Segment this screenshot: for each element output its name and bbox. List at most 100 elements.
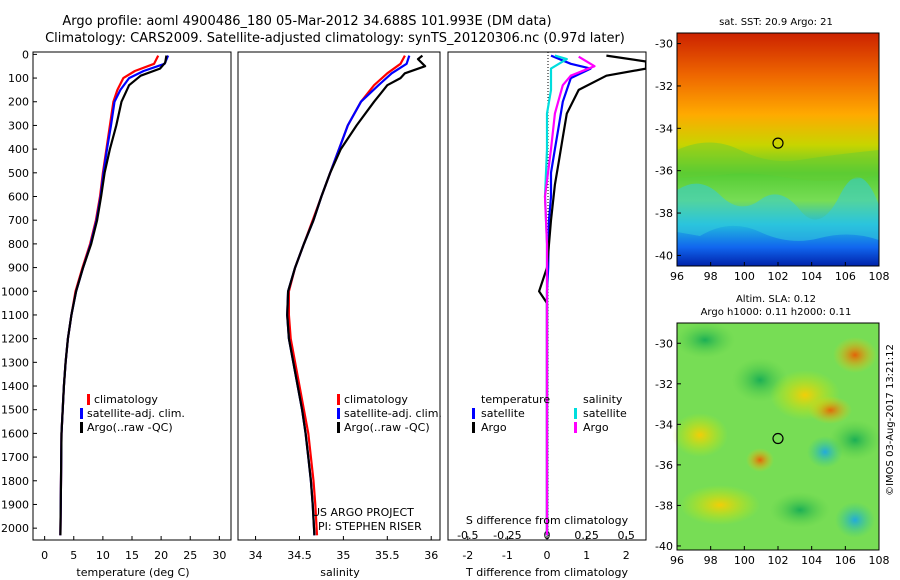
- temperature-panel: 0100200300400500600700800900100011001200…: [1, 48, 452, 579]
- x-tick-label: 15: [125, 549, 139, 562]
- sst-map: sat. SST: 20.9 Argo: 21 96 98 100 102 104 106…: [655, 17, 889, 283]
- x-tick-label: 0: [544, 549, 551, 562]
- depth-axis: 0 100 200 300 400 500 600 700 800 900 1000 1100 1200…: [1, 48, 452, 535]
- lon-tick-label: 96: [670, 554, 684, 567]
- x-tick-label: 1: [583, 549, 590, 562]
- x-top-tick-label: 0.25: [574, 529, 599, 542]
- x-tick-label: 0: [41, 549, 48, 562]
- sst-cool-band: [677, 177, 879, 241]
- lon-tick-label: 96: [670, 270, 684, 283]
- temperature-axes-frame: [32, 51, 232, 541]
- sla-map: Altim. SLA: 0.12 Argo h1000: 0.11 h2000:…: [655, 294, 889, 567]
- sst-green-band: [677, 142, 879, 181]
- depth-tick-label: 1700: [1, 451, 29, 464]
- temperature-legend: climatology satellite-adj. clim. Argo(..…: [80, 393, 185, 434]
- depth-tick-label: 1300: [1, 356, 29, 369]
- x-tick-label: 25: [183, 549, 197, 562]
- depth-tick-label: 1400: [1, 380, 29, 393]
- imos-credit: ©IMOS 03-Aug-2017 13:21:12: [885, 344, 896, 496]
- difference-x-axis: -2 -1 0 1 2 -0.5 -0.25 0 0.25 0.5: [457, 529, 635, 562]
- x-tick-label: 35: [336, 549, 350, 562]
- x-top-tick-label: 0: [544, 529, 551, 542]
- legend-satellite-adj: satellite-adj. clim.: [344, 407, 442, 420]
- sst-map-title: sat. SST: 20.9 Argo: 21: [719, 17, 833, 28]
- series-line-salinity-argo: [543, 55, 596, 536]
- legend-swatch-argo: [337, 422, 340, 433]
- x-tick-label: 30: [212, 549, 226, 562]
- sst-map-axes: 96 98 100 102 104 106 108 -30 -32 -34 -36 -38 -40: [655, 38, 889, 283]
- project-annotation: US ARGO PROJECT: [312, 506, 414, 519]
- lon-tick-label: 102: [768, 270, 789, 283]
- lon-tick-label: 106: [835, 270, 856, 283]
- depth-tick-label: 1800: [1, 475, 29, 488]
- x-tick-label: 20: [154, 549, 168, 562]
- legend-t-satellite: satellite: [481, 407, 525, 420]
- depth-tick-label: 800: [8, 238, 29, 251]
- lat-tick-label: -40: [655, 249, 673, 262]
- legend-header-temperature: temperature: [481, 393, 550, 406]
- lat-tick-label: -40: [655, 540, 673, 553]
- lat-tick-label: -34: [655, 122, 673, 135]
- legend-swatch-satellite: [80, 408, 83, 419]
- legend-swatch-climatology: [87, 394, 90, 405]
- legend-t-argo: Argo: [481, 421, 507, 434]
- sla-anomaly-blobs: [672, 322, 881, 538]
- legend-s-satellite: satellite: [583, 407, 627, 420]
- depth-tick-label: 0: [22, 48, 29, 61]
- depth-tick-label: 900: [8, 262, 29, 275]
- legend-swatch-t-satellite: [472, 408, 475, 419]
- depth-tick-label: 600: [8, 191, 29, 204]
- legend-argo: Argo(..raw -QC): [344, 421, 430, 434]
- lat-tick-label: -34: [655, 418, 673, 431]
- legend-argo: Argo(..raw -QC): [87, 421, 173, 434]
- legend-satellite-adj: satellite-adj. clim.: [87, 407, 185, 420]
- difference-xlabel: T difference from climatology: [465, 566, 628, 579]
- legend-swatch-s-satellite: [574, 408, 577, 419]
- lon-tick-label: 108: [869, 554, 890, 567]
- x-top-tick-label: 0.5: [617, 529, 635, 542]
- argo-position-marker: [772, 137, 784, 149]
- salinity-panel: 34 34.5 35 35.5 36 salinity climatology sate…: [237, 51, 442, 579]
- lat-tick-label: -36: [655, 165, 673, 178]
- x-tick-label: 34: [249, 549, 263, 562]
- lon-tick-label: 106: [835, 554, 856, 567]
- sla-map-title-2: Argo h1000: 0.11 h2000: 0.11: [701, 307, 852, 318]
- x-top-tick-label: -0.25: [493, 529, 521, 542]
- lat-tick-label: -32: [655, 80, 673, 93]
- argo-position-marker: [772, 432, 784, 445]
- series-line-argo-raw-qc-: [59, 55, 168, 536]
- salinity-x-axis: 34 34.5 35 35.5 36: [249, 536, 438, 562]
- lon-tick-label: 104: [801, 554, 822, 567]
- lon-tick-label: 108: [869, 270, 890, 283]
- x-tick-label: 34.5: [287, 549, 312, 562]
- legend-swatch-satellite: [337, 408, 340, 419]
- x-tick-label: 36: [424, 549, 438, 562]
- lon-tick-label: 100: [734, 270, 755, 283]
- x-tick-label: -1: [502, 549, 513, 562]
- x-tick-label: -2: [462, 549, 473, 562]
- depth-tick-label: 700: [8, 214, 29, 227]
- depth-tick-label: 200: [8, 96, 29, 109]
- pi-annotation: PI: STEPHEN RISER: [318, 520, 422, 533]
- depth-tick-label: 500: [8, 167, 29, 180]
- legend-header-salinity: salinity: [583, 393, 623, 406]
- lon-tick-label: 98: [704, 270, 718, 283]
- lon-tick-label: 100: [734, 554, 755, 567]
- x-tick-label: 2: [623, 549, 630, 562]
- temperature-lines: [59, 55, 170, 536]
- lat-tick-label: -32: [655, 378, 673, 391]
- x-tick-label: 5: [70, 549, 77, 562]
- difference-top-label: S difference from climatology: [466, 514, 629, 527]
- legend-s-argo: Argo: [583, 421, 609, 434]
- legend-swatch-t-argo: [472, 422, 475, 433]
- salinity-lines: [286, 54, 427, 536]
- depth-tick-label: 400: [8, 143, 29, 156]
- depth-tick-label: 1000: [1, 285, 29, 298]
- title-line-2: Climatology: CARS2009. Satellite-adjuste…: [45, 31, 625, 46]
- lat-tick-label: -38: [655, 207, 673, 220]
- temperature-x-axis: 0 5 10 15 20 25 30: [41, 536, 226, 562]
- salinity-legend: climatology satellite-adj. clim. Argo(..…: [337, 393, 442, 434]
- depth-tick-label: 1900: [1, 498, 29, 511]
- lon-tick-label: 104: [801, 270, 822, 283]
